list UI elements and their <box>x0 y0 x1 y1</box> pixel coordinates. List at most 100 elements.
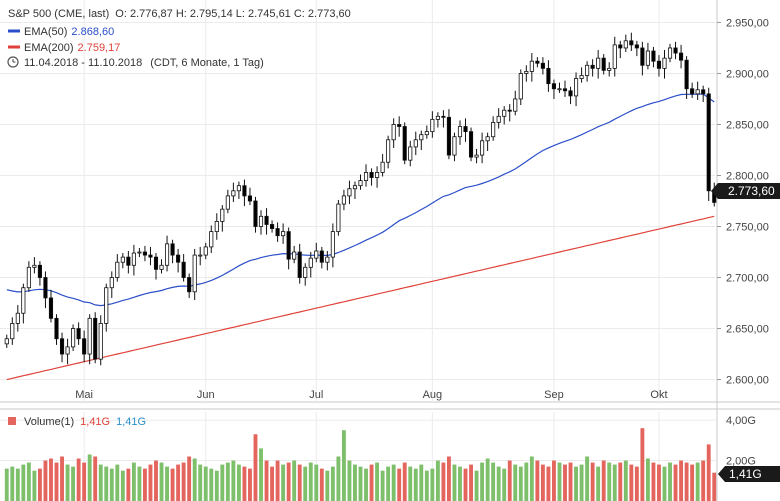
volume-bar <box>148 464 153 501</box>
candle <box>203 242 208 260</box>
volume-bar <box>629 464 634 501</box>
candle <box>347 180 352 205</box>
volume-bar <box>203 466 208 501</box>
candle <box>524 65 529 82</box>
candle-body <box>679 52 684 61</box>
candle-body <box>402 126 407 161</box>
volume-bar <box>358 466 363 501</box>
candle <box>424 125 429 139</box>
volume-bar <box>529 456 534 501</box>
candle <box>695 81 700 100</box>
candle <box>231 182 236 203</box>
volume-bar <box>375 462 380 501</box>
candle-body <box>446 116 451 156</box>
candle <box>673 41 678 60</box>
candle-body <box>690 88 695 95</box>
volume-bar <box>518 466 523 501</box>
candle-body <box>518 73 523 100</box>
volume-bar <box>424 470 429 501</box>
volume-bar <box>397 468 402 501</box>
volume-bar <box>463 468 468 501</box>
candle <box>701 85 706 103</box>
candle-body <box>645 50 650 66</box>
candle <box>502 106 507 125</box>
y-tick-label: 2.950,00 <box>726 17 769 29</box>
candle <box>181 254 186 282</box>
volume-bar <box>673 464 678 501</box>
volume-bar <box>574 466 578 501</box>
candle <box>65 338 70 365</box>
candle-body <box>314 250 319 259</box>
candle-body <box>640 47 645 66</box>
candle-body <box>656 60 662 69</box>
volume-bar <box>690 464 695 501</box>
volume-bar <box>634 466 639 501</box>
volume-bar <box>645 458 650 501</box>
candle <box>32 257 37 274</box>
candle-body <box>231 190 236 197</box>
volume-bar <box>65 464 70 501</box>
volume-bar <box>590 462 595 501</box>
candle-body <box>126 256 131 266</box>
candle <box>275 222 280 242</box>
candle-body <box>562 88 568 92</box>
volume-bar <box>568 462 573 501</box>
candle <box>93 312 98 364</box>
volume-bar <box>32 470 37 501</box>
x-month-label: Sep <box>544 389 564 401</box>
volume-bars <box>4 428 717 501</box>
candle <box>706 87 711 201</box>
volume-bar <box>441 462 446 501</box>
candle-body <box>540 62 545 69</box>
candle-body <box>220 208 225 222</box>
candle <box>176 248 181 273</box>
volume-legend: Volume(1) 1,41G 1,41G <box>8 416 146 428</box>
volume-bar <box>601 460 606 501</box>
volume-bar <box>419 464 424 501</box>
candle <box>270 220 275 233</box>
candle-body <box>87 317 92 355</box>
volume-bar <box>668 462 672 501</box>
volume-bar <box>502 468 507 501</box>
volume-bar <box>37 468 42 501</box>
candle-body <box>341 195 346 205</box>
volume-bar <box>546 466 551 501</box>
x-month-label: Mai <box>75 389 93 401</box>
candle-body <box>71 328 76 348</box>
candle <box>380 154 385 177</box>
volume-bar <box>684 462 689 501</box>
candle <box>4 334 9 348</box>
candle-body <box>634 44 639 49</box>
volume-bar <box>131 462 136 501</box>
volume-bar <box>607 462 612 501</box>
volume-bar <box>26 462 31 501</box>
volume-bar <box>341 430 346 501</box>
volume-bar <box>115 464 120 501</box>
volume-bar <box>524 462 529 501</box>
candle <box>341 189 346 211</box>
volume-bar <box>143 468 147 501</box>
candle <box>618 40 623 59</box>
candle <box>513 90 518 116</box>
volume-tick-label: 4,00G <box>726 415 756 427</box>
volume-bar <box>596 466 601 501</box>
candle <box>308 252 313 278</box>
candle-body <box>413 139 418 148</box>
candle <box>690 82 695 98</box>
y-tick-label: 2.650,00 <box>726 324 769 336</box>
candle <box>562 80 568 97</box>
volume-bar <box>242 466 247 501</box>
volume-bar <box>330 466 335 501</box>
candle <box>596 49 601 79</box>
ema50-legend: EMA(50) 2.868,60 <box>24 26 114 38</box>
candle-body <box>131 252 136 266</box>
candle-body <box>292 251 297 260</box>
volume-bar <box>435 460 440 501</box>
candle <box>568 86 573 105</box>
candle-body <box>120 256 125 263</box>
candle-body <box>524 71 529 74</box>
candle-body <box>297 251 302 278</box>
candle-body <box>236 185 241 192</box>
candle-body <box>590 64 595 69</box>
candle <box>358 174 363 190</box>
